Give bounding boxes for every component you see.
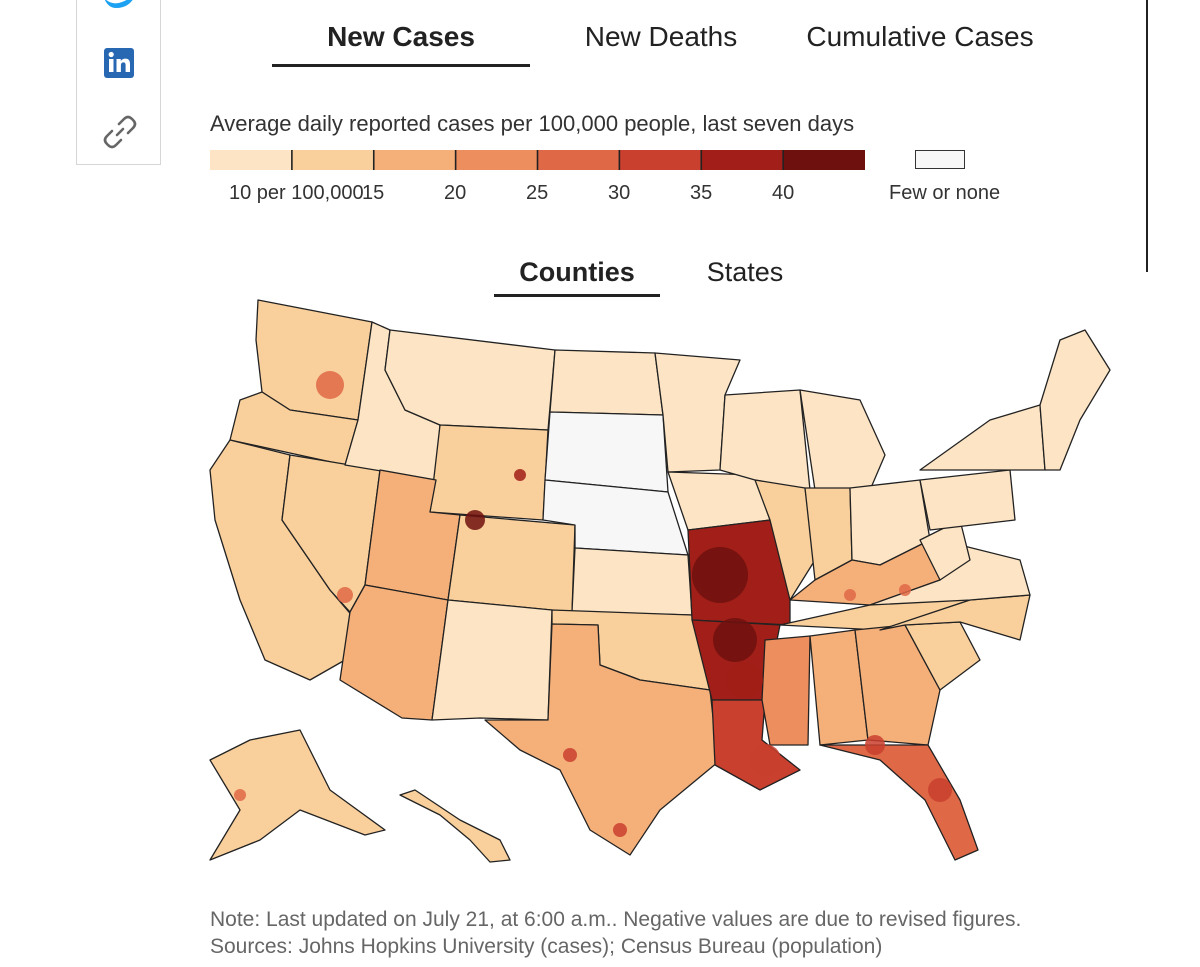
legend-break-35: 35 [690, 182, 713, 204]
note-text: Note: Last updated on July 21, at 6:00 a… [210, 908, 1022, 931]
state-mi[interactable] [799, 389, 886, 491]
county-hotspot-9 [337, 587, 353, 603]
state-co[interactable] [447, 514, 576, 613]
county-hotspot-12 [844, 589, 856, 601]
state-ak[interactable] [209, 729, 386, 861]
legend-swatch-4 [537, 150, 620, 170]
legend-break-15: 15 [362, 182, 385, 204]
state-az[interactable] [339, 584, 449, 721]
county-hotspot-5 [865, 735, 885, 755]
county-hotspot-1 [713, 618, 757, 662]
share-rail [76, 0, 161, 165]
linkedin-icon[interactable] [103, 47, 137, 86]
legend-few-swatch [915, 150, 965, 169]
legend-few-label: Few or none [889, 182, 1001, 204]
legend-title: Average daily reported cases per 100,000… [210, 111, 855, 136]
county-hotspot-6 [316, 371, 344, 399]
county-hotspot-2 [727, 662, 763, 698]
copy-link-icon[interactable] [100, 112, 140, 157]
county-hotspot-11 [613, 823, 627, 837]
tab-new-deaths[interactable]: New Deaths [584, 21, 738, 52]
state-fl[interactable] [819, 744, 979, 861]
legend-swatch-5 [619, 150, 702, 170]
legend-swatch-6 [701, 150, 784, 170]
state-tx[interactable] [484, 623, 719, 856]
state-il[interactable] [754, 479, 816, 601]
twitter-icon[interactable] [102, 0, 136, 17]
county-hotspot-8 [514, 469, 526, 481]
legend-break-20: 20 [444, 182, 467, 204]
sources-text: Sources: Johns Hopkins University (cases… [210, 935, 883, 958]
legend-swatch-7 [783, 150, 865, 170]
county-hotspot-14 [234, 789, 246, 801]
legend-swatch-1 [291, 150, 375, 170]
state-nm[interactable] [431, 599, 553, 721]
county-hotspot-13 [899, 584, 911, 596]
state-nd[interactable] [549, 349, 664, 416]
county-hotspot-7 [465, 510, 485, 530]
legend-break-10: 10 per 100,000 [229, 182, 364, 204]
notes: Note: Last updated on July 21, at 6:00 a… [210, 906, 1021, 960]
legend-break-30: 30 [608, 182, 631, 204]
legend-color-bar [210, 150, 865, 170]
county-hotspot-0 [692, 547, 748, 603]
state-ne-states[interactable] [1039, 329, 1111, 471]
page-divider [1146, 0, 1148, 272]
state-sd[interactable] [544, 411, 669, 493]
tab-new-cases[interactable]: New Cases [272, 18, 530, 67]
tab-cumulative-cases[interactable]: Cumulative Cases [806, 21, 1034, 52]
state-wy[interactable] [429, 424, 549, 521]
legend-swatch-3 [455, 150, 538, 170]
legend-swatch-0 [210, 150, 293, 170]
tab-counties[interactable]: Counties [494, 254, 660, 297]
state-ms[interactable] [761, 635, 811, 746]
state-ny[interactable] [919, 404, 1046, 471]
county-hotspot-4 [928, 778, 952, 802]
county-hotspot-3 [749, 744, 781, 776]
state-pa[interactable] [919, 469, 1016, 531]
us-county-map[interactable] [200, 290, 1120, 870]
legend-swatch-2 [373, 150, 457, 170]
county-hotspot-10 [563, 748, 577, 762]
legend-break-40: 40 [772, 182, 795, 204]
tab-states[interactable]: States [706, 257, 784, 287]
state-ks[interactable] [571, 547, 693, 616]
state-hi[interactable] [399, 789, 511, 863]
legend-break-25: 25 [526, 182, 549, 204]
